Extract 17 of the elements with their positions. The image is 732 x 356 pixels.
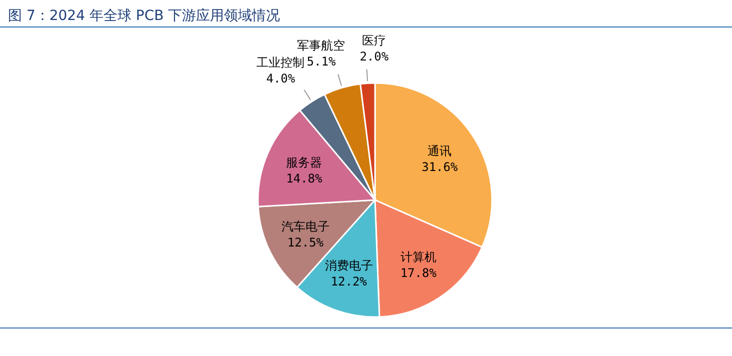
data-label: 12.5% [287, 236, 324, 250]
slice-label: 计算机 [400, 250, 436, 264]
data-label: 5.1% [306, 54, 336, 69]
data-label: 2.0% [360, 49, 390, 64]
data-label: 4.0% [266, 71, 296, 86]
text: 图 7：2024 年全球 PCB 下游应用领域情况 [8, 8, 280, 24]
slice-label: 通讯 [428, 144, 452, 158]
data-label: 14.8% [286, 171, 323, 186]
slice-label: 汽车电子 [281, 220, 330, 234]
data-label: 12.2% [330, 274, 368, 289]
slice-label: 服务器 [286, 155, 322, 170]
slice-label: 医疗 [362, 33, 386, 48]
slice-label: 军事航空 [297, 38, 346, 53]
data-label: 17.8% [400, 266, 438, 280]
slice-label: 消费电子 [324, 258, 373, 273]
data-label: 31.6% [422, 160, 459, 174]
slice-label: 工业控制 [256, 55, 305, 70]
